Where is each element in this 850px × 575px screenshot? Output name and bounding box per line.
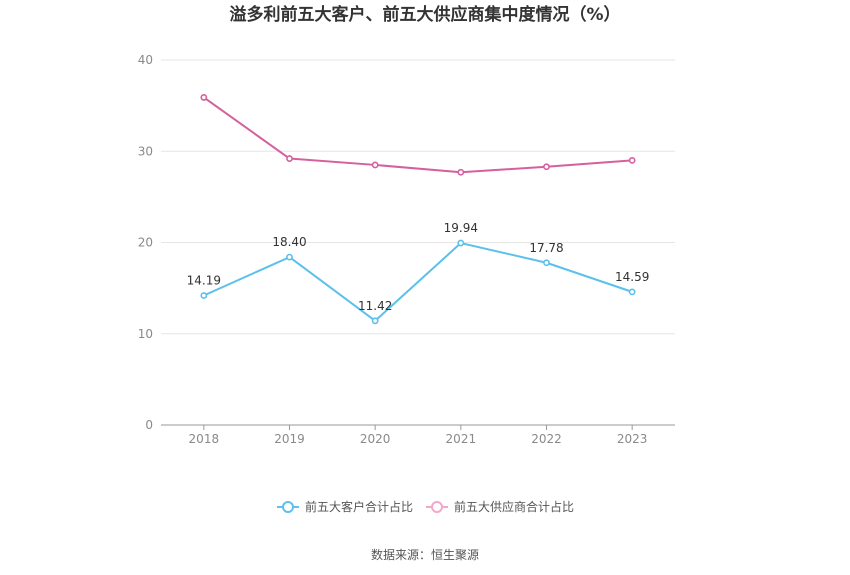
legend-swatch-customers-marker bbox=[282, 501, 294, 513]
data-point-suppliers[interactable] bbox=[457, 168, 465, 176]
data-point-customers[interactable] bbox=[286, 253, 293, 261]
source-note: 数据来源：恒生聚源 bbox=[371, 547, 479, 562]
data-point-suppliers[interactable] bbox=[371, 161, 379, 169]
series-line-suppliers bbox=[203, 96, 633, 174]
series-line-customers bbox=[203, 242, 633, 322]
data-point-customers[interactable] bbox=[457, 239, 465, 247]
data-point-customers[interactable] bbox=[543, 259, 550, 267]
series-lines bbox=[200, 94, 636, 325]
legend-label-suppliers: 前五大供应商合计占比 bbox=[454, 499, 574, 514]
data-label-customers: 17.78 bbox=[529, 241, 563, 255]
data-point-customers[interactable] bbox=[628, 288, 636, 296]
data-point-suppliers[interactable] bbox=[628, 156, 636, 164]
axes: 0 10 20 30 40 2018 2019 2020 2021 2022 2023 bbox=[138, 53, 675, 446]
data-label-customers: 14.59 bbox=[615, 270, 649, 284]
data-point-customers[interactable] bbox=[200, 292, 208, 299]
x-tick-label: 2019 bbox=[274, 432, 305, 446]
x-tick-label: 2021 bbox=[446, 432, 477, 446]
x-tick-label: 2018 bbox=[189, 432, 220, 446]
data-labels: 14.19 18.40 11.42 19.94 17.78 14.59 bbox=[187, 221, 650, 313]
data-point-suppliers[interactable] bbox=[200, 94, 208, 101]
x-tick-label: 2022 bbox=[531, 432, 562, 446]
x-tick-label: 2023 bbox=[617, 432, 648, 446]
legend-item-customers[interactable]: 前五大客户合计占比 bbox=[277, 499, 413, 514]
data-point-customers[interactable] bbox=[371, 317, 379, 325]
y-tick-label: 0 bbox=[145, 418, 153, 432]
x-tick-label: 2020 bbox=[360, 432, 391, 446]
legend-swatch-suppliers-marker bbox=[431, 501, 443, 513]
data-label-customers: 11.42 bbox=[358, 299, 392, 313]
legend-item-suppliers[interactable]: 前五大供应商合计占比 bbox=[426, 499, 574, 514]
chart-title: 溢多利前五大客户、前五大供应商集中度情况（%） bbox=[229, 4, 620, 25]
data-point-suppliers[interactable] bbox=[543, 163, 550, 171]
y-tick-label: 30 bbox=[138, 144, 153, 158]
y-tick-label: 20 bbox=[138, 236, 153, 250]
data-label-customers: 14.19 bbox=[187, 274, 221, 288]
legend: 前五大客户合计占比 前五大供应商合计占比 bbox=[277, 499, 574, 514]
y-tick-label: 10 bbox=[138, 327, 153, 341]
data-point-suppliers[interactable] bbox=[286, 155, 293, 162]
legend-label-customers: 前五大客户合计占比 bbox=[305, 499, 413, 514]
data-label-customers: 18.40 bbox=[272, 235, 306, 249]
data-label-customers: 19.94 bbox=[444, 221, 478, 235]
y-tick-label: 40 bbox=[138, 53, 153, 67]
grid-lines bbox=[161, 59, 675, 335]
